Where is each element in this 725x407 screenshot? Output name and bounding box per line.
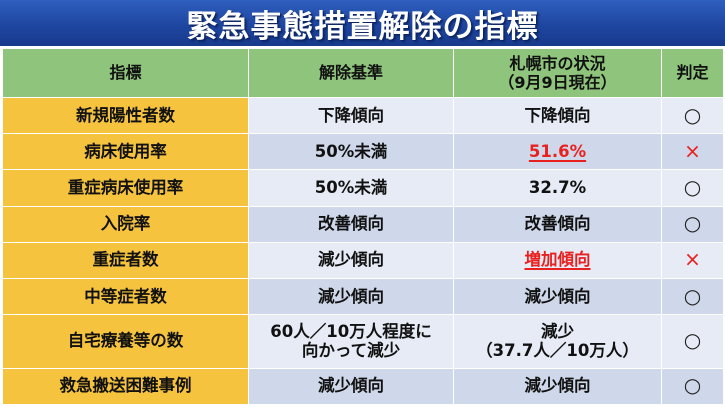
table-row: 新規陽性者数 下降傾向 下降傾向 ○ (2, 96, 724, 135)
table-row: 病床使用率 50%未満 51.6% × (2, 133, 724, 171)
judgement-cell: ○ (661, 205, 724, 243)
header-judgement: 判定 (661, 48, 724, 98)
circle-mark-icon: ○ (683, 175, 702, 200)
indicator-name: 新規陽性者数 (2, 96, 249, 135)
criteria-text: 50%未満 (314, 178, 388, 198)
table-row: 自宅療養等の数 60人／10万人程度に 向かって減少 減少 （37.7人／10万人） ○ (2, 314, 724, 369)
table-row: 重症者数 減少傾向 増加傾向 × (2, 241, 724, 279)
criteria-cell: 減少傾向 (248, 241, 454, 279)
header-status-line2: （9月9日現在） (498, 73, 617, 92)
judgement-cell: ○ (661, 314, 724, 369)
judgement-cell: ○ (661, 277, 724, 316)
status-text: 減少 (541, 321, 574, 341)
criteria-cell: 減少傾向 (248, 367, 454, 406)
criteria-text: 向かって減少 (301, 341, 401, 361)
header-status: 札幌市の状況 （9月9日現在） (453, 48, 662, 98)
status-text: （37.7人／10万人） (476, 341, 639, 361)
circle-mark-icon: ○ (683, 211, 702, 236)
circle-mark-icon: ○ (683, 328, 702, 353)
circle-mark-icon: ○ (683, 373, 702, 398)
status-text-alert: 増加傾向 (524, 250, 591, 270)
criteria-text: 改善傾向 (318, 214, 384, 234)
cross-mark-icon: × (684, 247, 701, 272)
criteria-text: 減少傾向 (318, 250, 384, 270)
criteria-text: 減少傾向 (318, 286, 384, 306)
indicator-name: 中等症者数 (2, 277, 249, 316)
criteria-text: 減少傾向 (318, 376, 384, 396)
judgement-cell: ○ (661, 169, 724, 207)
table-row: 入院率 改善傾向 改善傾向 ○ (2, 205, 724, 243)
criteria-cell: 減少傾向 (248, 277, 454, 316)
table-body: 新規陽性者数 下降傾向 下降傾向 ○ 病床使用率 50%未満 51.6% × 重症病床使用率 50… (2, 96, 724, 406)
header-status-line1: 札幌市の状況 (509, 53, 606, 73)
status-cell: 32.7% (453, 169, 662, 207)
indicator-name: 入院率 (2, 205, 249, 243)
criteria-cell: 50%未満 (248, 133, 454, 171)
status-text: 改善傾向 (524, 214, 591, 234)
table-row: 重症病床使用率 50%未満 32.7% ○ (2, 169, 724, 207)
table-header-row: 指標 解除基準 札幌市の状況 （9月9日現在） 判定 (2, 48, 724, 98)
indicator-name: 救急搬送困難事例 (2, 367, 249, 406)
header-indicator: 指標 (2, 48, 249, 98)
criteria-cell: 改善傾向 (248, 205, 454, 243)
circle-mark-icon: ○ (683, 283, 702, 308)
criteria-text: 下降傾向 (318, 105, 384, 125)
status-text: 減少傾向 (524, 376, 591, 396)
status-cell: 51.6% (453, 133, 662, 171)
status-cell: 減少傾向 (453, 277, 662, 316)
table-row: 救急搬送困難事例 減少傾向 減少傾向 ○ (2, 367, 724, 406)
status-text: 下降傾向 (524, 105, 591, 125)
indicator-name: 重症者数 (2, 241, 249, 279)
status-cell: 減少傾向 (453, 367, 662, 406)
judgement-cell: × (661, 241, 724, 279)
status-cell: 下降傾向 (453, 96, 662, 135)
judgement-cell: × (661, 133, 724, 171)
criteria-text: 50%未満 (314, 141, 388, 161)
circle-mark-icon: ○ (683, 102, 702, 127)
cross-mark-icon: × (684, 138, 701, 163)
indicator-name: 病床使用率 (2, 133, 249, 171)
status-text-alert: 51.6% (528, 141, 587, 161)
status-text: 減少傾向 (524, 286, 591, 306)
header-criteria: 解除基準 (248, 48, 454, 98)
criteria-cell: 下降傾向 (248, 96, 454, 135)
page-title: 緊急事態措置解除の指標 (186, 8, 539, 45)
table-row: 中等症者数 減少傾向 減少傾向 ○ (2, 277, 724, 316)
criteria-text: 60人／10万人程度に (270, 321, 432, 341)
title-bar: 緊急事態措置解除の指標 (0, 0, 725, 46)
status-cell: 改善傾向 (453, 205, 662, 243)
status-text: 32.7% (528, 178, 587, 198)
status-cell: 増加傾向 (453, 241, 662, 279)
status-cell: 減少 （37.7人／10万人） (453, 314, 662, 369)
criteria-cell: 60人／10万人程度に 向かって減少 (248, 314, 454, 369)
judgement-cell: ○ (661, 367, 724, 406)
indicator-name: 重症病床使用率 (2, 169, 249, 207)
indicator-name: 自宅療養等の数 (2, 314, 249, 369)
indicator-table: 指標 解除基準 札幌市の状況 （9月9日現在） 判定 新規陽性者数 下降傾向 下降傾… (2, 48, 724, 406)
judgement-cell: ○ (661, 96, 724, 135)
criteria-cell: 50%未満 (248, 169, 454, 207)
